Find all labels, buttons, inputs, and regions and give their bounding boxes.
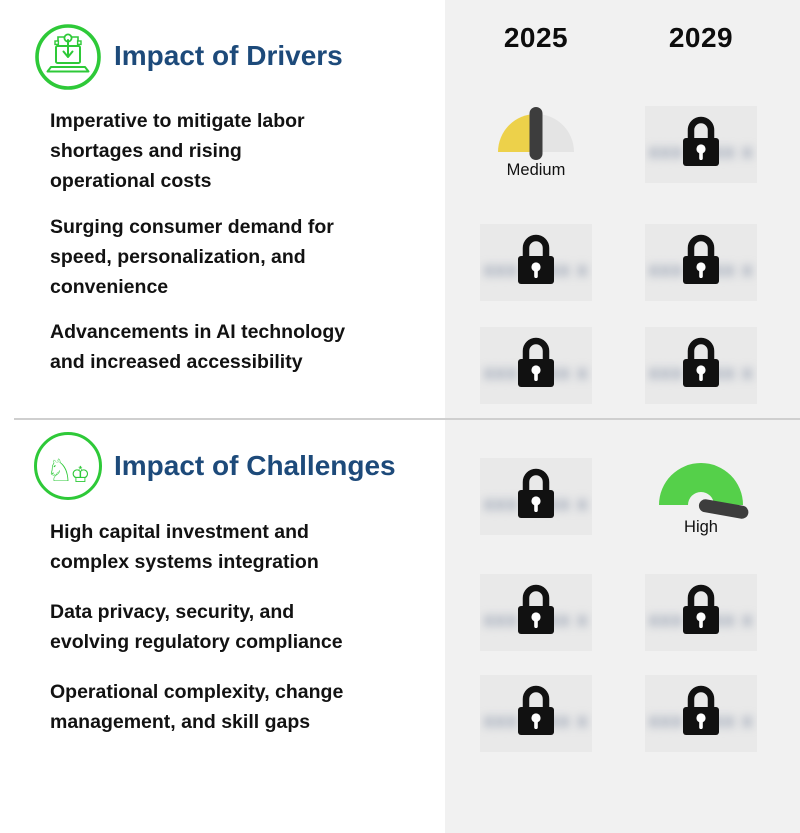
automation-laptop-icon: [34, 23, 102, 91]
driver-row-2-text: Surging consumer demand for speed, perso…: [50, 216, 334, 298]
chess-strategy-icon: ♘ ♔: [34, 432, 102, 500]
lock-icon: [683, 685, 719, 735]
challenge-row-1-text: High capital investment and complex syst…: [50, 521, 319, 573]
lock-icon: [683, 337, 719, 387]
lock-icon: [518, 468, 554, 518]
lock-icon: [518, 584, 554, 634]
gauge-medium: Medium: [480, 102, 592, 186]
lock-icon: [683, 116, 719, 166]
section-divider: [14, 418, 800, 420]
lock-icon: [518, 234, 554, 284]
column-header-2029: 2029: [668, 22, 734, 53]
gauge-high: High: [645, 455, 757, 539]
lock-icon: [518, 337, 554, 387]
section-title-challenges: Impact of Challenges: [114, 450, 396, 481]
chess-king-glyph: ♔: [70, 463, 91, 488]
column-header-2025: 2025: [503, 22, 569, 53]
lock-icon: [683, 234, 719, 284]
driver-row-3-text: Advancements in AI technology and increa…: [50, 321, 346, 373]
section-title-drivers: Impact of Drivers: [114, 40, 343, 71]
lock-icon: [683, 584, 719, 634]
gauge-medium-label: Medium: [506, 161, 566, 179]
chess-knight-glyph: ♘: [45, 453, 74, 489]
challenge-row-3-text: Operational complexity, change managemen…: [50, 681, 344, 733]
lock-icon: [518, 685, 554, 735]
chess-circle-outline: ♘ ♔: [34, 432, 102, 500]
gauge-high-label: High: [684, 518, 718, 536]
gauge-needle-icon: [698, 499, 749, 519]
challenge-row-2-text: Data privacy, security, and evolving reg…: [50, 601, 343, 653]
gauge-needle-icon: [529, 107, 543, 160]
driver-row-1-text: Imperative to mitigate labor shortages a…: [50, 110, 305, 192]
